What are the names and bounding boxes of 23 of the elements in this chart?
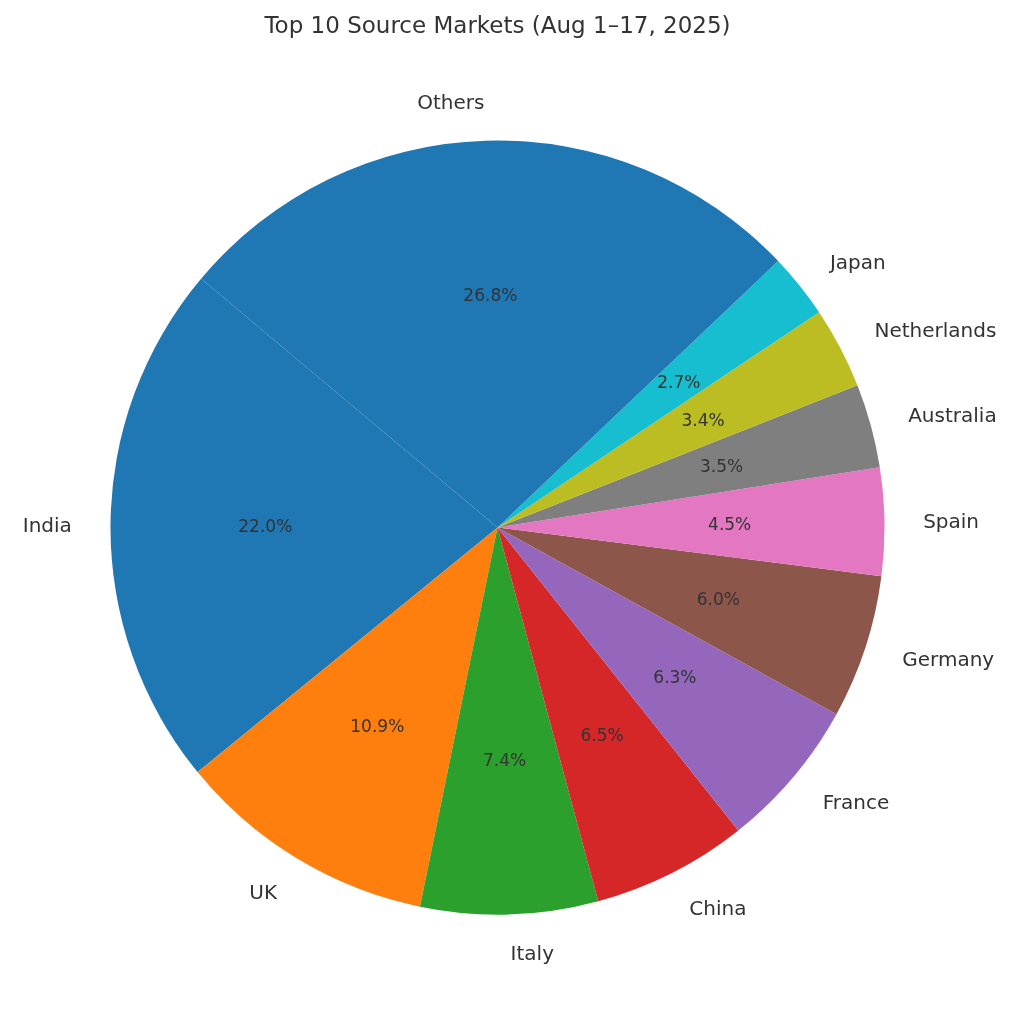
slice-label: Japan <box>827 249 886 274</box>
data-label: 3.5% <box>699 456 744 477</box>
chart-title: Top 10 Source Markets (Aug 1–17, 2025) <box>263 11 731 38</box>
slice-label: India <box>22 512 72 537</box>
slice-label: UK <box>249 879 278 904</box>
data-label: 3.4% <box>681 409 725 430</box>
slice-label: France <box>822 790 890 815</box>
data-label: 6.5% <box>580 724 624 745</box>
data-label: 7.4% <box>483 749 527 770</box>
slice-label: China <box>689 895 747 920</box>
slice-label: Germany <box>902 647 995 672</box>
data-label: 6.3% <box>653 667 697 688</box>
data-label: 22.0% <box>238 515 293 536</box>
data-label: 10.9% <box>350 716 405 737</box>
data-label: 2.7% <box>657 372 701 393</box>
data-label: 6.0% <box>696 589 740 610</box>
data-label: 26.8% <box>463 285 518 306</box>
slice-label: Spain <box>923 509 980 534</box>
slice-label: Netherlands <box>874 317 997 342</box>
slice-label: Others <box>417 90 485 114</box>
slice-label: Italy <box>510 941 555 965</box>
slice-label: Australia <box>908 403 997 428</box>
data-label: 4.5% <box>708 514 752 535</box>
